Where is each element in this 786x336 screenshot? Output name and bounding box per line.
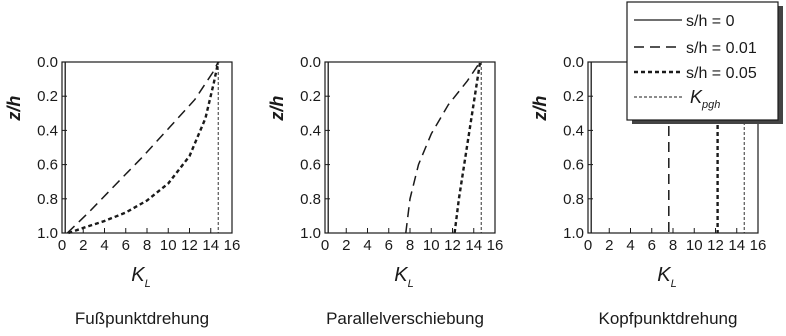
y-tick-label: 0.8 xyxy=(563,191,584,208)
y-tick-label: 1.0 xyxy=(300,225,321,242)
x-tick-label: 10 xyxy=(686,237,703,254)
x-tick-label: 4 xyxy=(100,237,108,254)
y-tick-label: 0.6 xyxy=(37,157,58,174)
y-tick-label: 0.4 xyxy=(37,122,58,139)
x-tick-label: 6 xyxy=(385,237,393,254)
x-tick-label: 2 xyxy=(342,237,350,254)
y-tick-label: 0.2 xyxy=(563,88,584,105)
panel-fusspunktdrehung: 0 2 4 6 8 10 12 14 16 0.0 0.2 0.4 0.6 0.8 1.0 z/h KL xyxy=(4,54,240,290)
legend-label-kpgh: Kpgh xyxy=(690,87,720,111)
series-line-dash xyxy=(66,61,219,234)
legend: s/h = 0 s/h = 0.01 s/h = 0.05 Kpgh xyxy=(626,1,783,124)
legend-label-sub: pgh xyxy=(701,99,720,111)
y-tick-label: 0.2 xyxy=(37,88,58,105)
x-axis-label: KL xyxy=(657,264,676,290)
x-axis-label-main: K xyxy=(657,264,672,286)
y-tick-label: 0.0 xyxy=(37,54,58,71)
y-tick-label: 0.8 xyxy=(300,191,321,208)
y-tick-label: 0.2 xyxy=(300,88,321,105)
y-tick-label: 0.6 xyxy=(300,157,321,174)
x-axis-label-main: K xyxy=(394,264,409,286)
series-line-dash xyxy=(405,61,481,234)
panel-caption: Parallelverschiebung xyxy=(326,309,484,328)
x-tick-label: 0 xyxy=(321,237,329,254)
x-tick-label: 12 xyxy=(181,237,198,254)
x-tick-label: 2 xyxy=(605,237,613,254)
y-tick-label: 0.4 xyxy=(563,122,584,139)
x-tick-label: 12 xyxy=(444,237,461,254)
y-axis-label: z/h xyxy=(530,96,550,122)
x-tick-label: 14 xyxy=(202,237,219,254)
panel-parallelverschiebung: 0 2 4 6 8 10 12 14 16 0.0 0.2 0.4 0.6 0.8 1.0 z/h KL xyxy=(267,54,503,290)
x-tick-label: 14 xyxy=(465,237,482,254)
y-tick-label: 0.6 xyxy=(563,157,584,174)
y-tick-label: 0.8 xyxy=(37,191,58,208)
series-line-short-dash xyxy=(453,61,482,234)
y-axis-label: z/h xyxy=(4,96,24,122)
x-axis-label: KL xyxy=(131,264,150,290)
x-tick-label: 8 xyxy=(406,237,414,254)
x-tick-label: 8 xyxy=(143,237,151,254)
x-tick-label: 4 xyxy=(626,237,634,254)
x-tick-label: 6 xyxy=(648,237,656,254)
panel-caption: Kopfpunktdrehung xyxy=(599,309,738,328)
y-tick-label: 1.0 xyxy=(563,225,584,242)
x-tick-label: 10 xyxy=(160,237,177,254)
x-axis-label-sub: L xyxy=(671,278,677,290)
x-axis-label-main: K xyxy=(131,264,146,286)
x-axis-label-sub: L xyxy=(408,278,414,290)
panel-kopfpunktdrehung: 0 2 4 6 8 10 12 14 160.00.20.40.60.81.0z/hKL xyxy=(530,54,766,290)
y-tick-label: 0.0 xyxy=(300,54,321,71)
legend-label: s/h = 0 xyxy=(686,13,735,30)
x-tick-label: 14 xyxy=(728,237,745,254)
x-tick-label: 10 xyxy=(423,237,440,254)
x-tick-label: 12 xyxy=(707,237,724,254)
x-tick-label: 4 xyxy=(363,237,371,254)
y-tick-label: 0.0 xyxy=(563,54,584,71)
legend-label: s/h = 0.01 xyxy=(686,40,757,57)
x-tick-label: 2 xyxy=(79,237,87,254)
x-tick-label: 16 xyxy=(487,237,504,254)
legend-box xyxy=(626,1,779,121)
x-tick-label: 6 xyxy=(122,237,130,254)
y-tick-label: 0.4 xyxy=(300,122,321,139)
y-axis-label: z/h xyxy=(267,96,287,122)
y-tick-label: 1.0 xyxy=(37,225,58,242)
x-tick-label: 16 xyxy=(224,237,241,254)
plot-frame xyxy=(324,61,496,234)
x-axis-label-sub: L xyxy=(145,278,151,290)
x-tick-label: 0 xyxy=(584,237,592,254)
x-tick-label: 16 xyxy=(750,237,767,254)
x-tick-label: 8 xyxy=(669,237,677,254)
series-line-short-dash xyxy=(68,61,220,235)
panel-caption: Fußpunktdrehung xyxy=(75,309,209,328)
legend-label-main: K xyxy=(690,87,703,107)
plot-frame xyxy=(61,61,233,234)
x-tick-label: 0 xyxy=(58,237,66,254)
x-axis-label: KL xyxy=(394,264,413,290)
legend-label: s/h = 0.05 xyxy=(686,65,757,82)
